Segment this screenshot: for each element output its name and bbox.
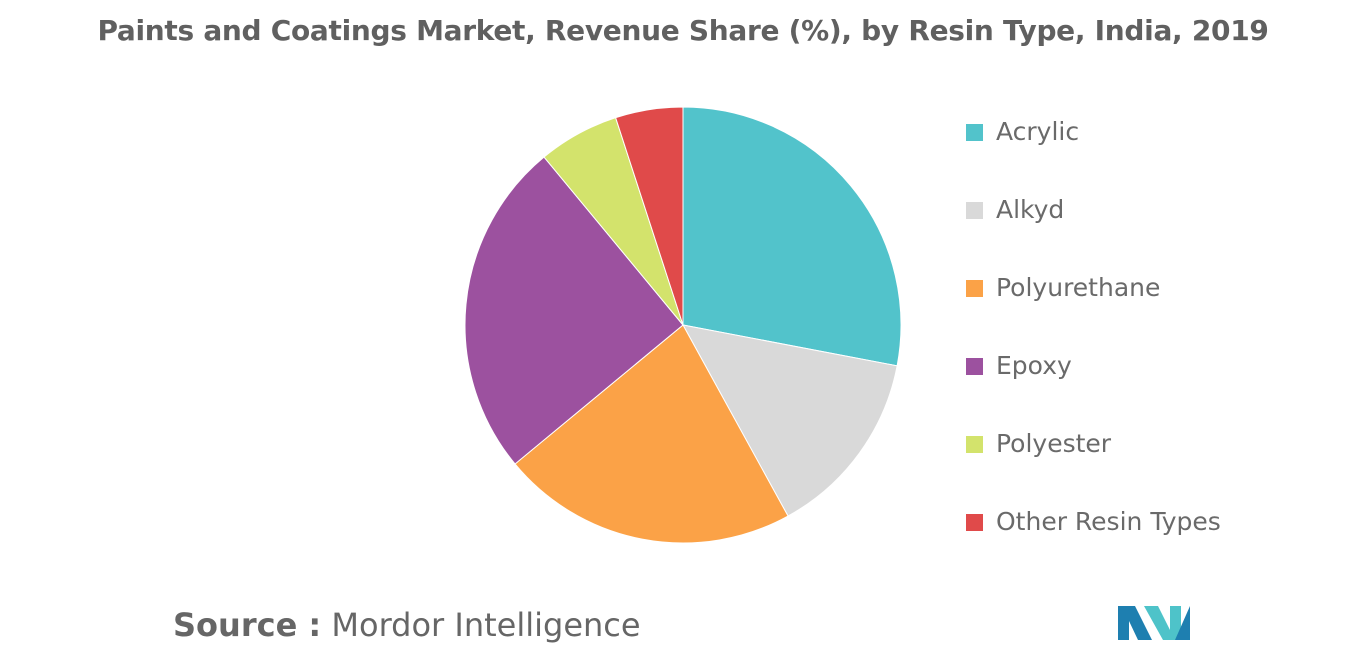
legend-label: Polyurethane bbox=[996, 273, 1161, 302]
pie-slice-polyurethane bbox=[514, 324, 789, 544]
chart-title: Paints and Coatings Market, Revenue Shar… bbox=[97, 14, 1269, 47]
source-label: Source : bbox=[173, 606, 322, 644]
legend-swatch bbox=[966, 280, 983, 297]
legend-label: Acrylic bbox=[996, 117, 1080, 146]
legend-swatch bbox=[966, 514, 983, 531]
mordor-intelligence-logo-icon bbox=[1118, 606, 1190, 640]
legend-label: Polyester bbox=[996, 429, 1112, 458]
legend-swatch bbox=[966, 436, 983, 453]
legend-swatch bbox=[966, 202, 983, 219]
legend-label: Alkyd bbox=[996, 195, 1065, 224]
pie-slice-acrylic bbox=[682, 106, 902, 367]
legend-swatch bbox=[966, 124, 983, 141]
source-value: Mordor Intelligence bbox=[331, 606, 641, 644]
pie-slice-epoxy bbox=[464, 156, 684, 465]
pie-slice-alkyd bbox=[682, 324, 898, 517]
source-note: Source : Mordor Intelligence bbox=[173, 606, 641, 644]
legend-label: Epoxy bbox=[996, 351, 1072, 380]
legend-label: Other Resin Types bbox=[996, 507, 1221, 536]
pie-slice-other-resin-types bbox=[615, 106, 684, 326]
legend-swatch bbox=[966, 358, 983, 375]
